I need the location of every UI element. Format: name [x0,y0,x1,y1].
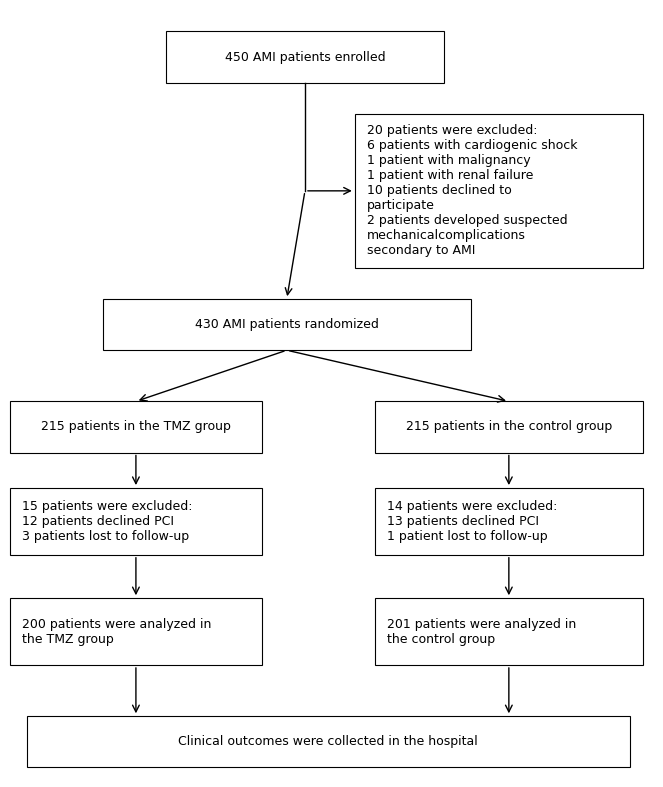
FancyBboxPatch shape [10,401,262,453]
FancyBboxPatch shape [375,488,643,555]
FancyBboxPatch shape [27,716,630,767]
Text: 450 AMI patients enrolled: 450 AMI patients enrolled [225,50,385,64]
FancyBboxPatch shape [375,401,643,453]
FancyBboxPatch shape [375,598,643,665]
Text: 14 patients were excluded:
13 patients declined PCI
1 patient lost to follow-up: 14 patients were excluded: 13 patients d… [387,500,557,543]
FancyBboxPatch shape [10,488,262,555]
Text: 201 patients were analyzed in
the control group: 201 patients were analyzed in the contro… [387,618,575,645]
Text: 200 patients were analyzed in
the TMZ group: 200 patients were analyzed in the TMZ gr… [22,618,211,645]
Text: 15 patients were excluded:
12 patients declined PCI
3 patients lost to follow-up: 15 patients were excluded: 12 patients d… [22,500,192,543]
Text: 430 AMI patients randomized: 430 AMI patients randomized [195,318,379,331]
FancyBboxPatch shape [103,299,471,350]
Text: 215 patients in the TMZ group: 215 patients in the TMZ group [41,420,231,434]
Text: 20 patients were excluded:
6 patients with cardiogenic shock
1 patient with mali: 20 patients were excluded: 6 patients wi… [367,124,577,257]
Text: 215 patients in the control group: 215 patients in the control group [406,420,612,434]
FancyBboxPatch shape [166,31,444,83]
Text: Clinical outcomes were collected in the hospital: Clinical outcomes were collected in the … [178,735,478,748]
FancyBboxPatch shape [355,114,643,268]
FancyBboxPatch shape [10,598,262,665]
